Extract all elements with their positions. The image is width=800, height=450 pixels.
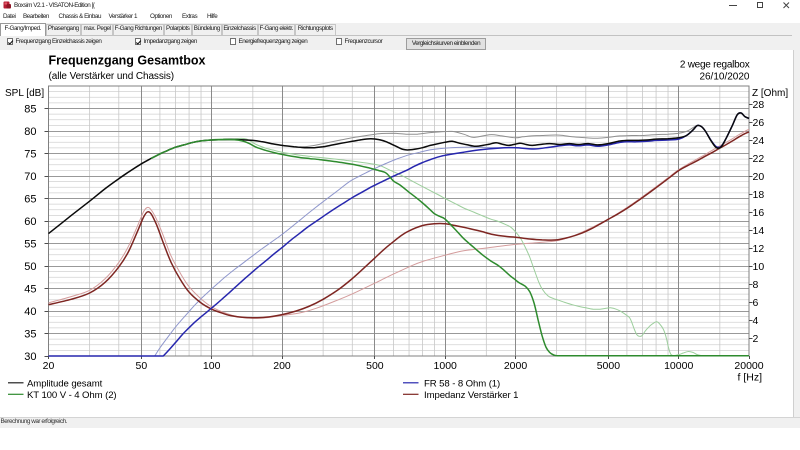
svg-text:70: 70: [24, 171, 36, 183]
svg-text:FR 58 - 8 Ohm (1): FR 58 - 8 Ohm (1): [424, 378, 500, 389]
svg-text:14: 14: [753, 225, 765, 237]
svg-text:28: 28: [753, 99, 765, 111]
svg-text:40: 40: [24, 306, 36, 318]
svg-text:60: 60: [24, 216, 36, 228]
svg-text:35: 35: [24, 329, 36, 341]
svg-text:5000: 5000: [597, 360, 621, 372]
svg-text:24: 24: [753, 135, 765, 147]
svg-text:75: 75: [24, 149, 36, 161]
svg-text:20: 20: [43, 360, 55, 372]
svg-text:2000: 2000: [504, 360, 528, 372]
svg-text:26/10/2020: 26/10/2020: [699, 72, 749, 83]
svg-text:20: 20: [753, 171, 765, 183]
svg-text:Amplitude gesamt: Amplitude gesamt: [27, 378, 103, 389]
svg-text:30: 30: [24, 351, 36, 363]
svg-text:20000: 20000: [734, 360, 763, 372]
svg-text:1000: 1000: [434, 360, 458, 372]
svg-text:12: 12: [753, 243, 765, 255]
svg-text:50: 50: [136, 360, 148, 372]
svg-text:500: 500: [366, 360, 384, 372]
svg-text:55: 55: [24, 239, 36, 251]
svg-text:2: 2: [753, 333, 759, 345]
svg-text:8: 8: [753, 279, 759, 291]
svg-text:50: 50: [24, 261, 36, 273]
svg-text:Z [Ohm]: Z [Ohm]: [752, 88, 788, 99]
svg-text:Impedanz Verstärker 1: Impedanz Verstärker 1: [424, 390, 518, 401]
svg-text:Frequenzgang Gesamtbox: Frequenzgang Gesamtbox: [49, 54, 206, 68]
svg-text:22: 22: [753, 153, 765, 165]
svg-text:45: 45: [24, 284, 36, 296]
svg-text:65: 65: [24, 194, 36, 206]
svg-text:2 wege regalbox: 2 wege regalbox: [680, 60, 750, 71]
svg-text:4: 4: [753, 315, 759, 327]
svg-text:100: 100: [203, 360, 221, 372]
svg-text:6: 6: [753, 297, 759, 309]
svg-text:200: 200: [273, 360, 291, 372]
svg-text:(alle Verstärker und Chassis): (alle Verstärker und Chassis): [49, 71, 174, 82]
svg-text:SPL [dB]: SPL [dB]: [5, 88, 44, 99]
svg-text:26: 26: [753, 117, 765, 129]
svg-text:KT 100 V - 4 Ohm (2): KT 100 V - 4 Ohm (2): [27, 390, 117, 401]
svg-text:16: 16: [753, 207, 765, 219]
svg-text:85: 85: [24, 104, 36, 116]
svg-text:80: 80: [24, 126, 36, 138]
svg-text:f [Hz]: f [Hz]: [738, 372, 763, 384]
svg-text:18: 18: [753, 189, 765, 201]
svg-text:10: 10: [753, 261, 765, 273]
svg-text:10000: 10000: [664, 360, 693, 372]
